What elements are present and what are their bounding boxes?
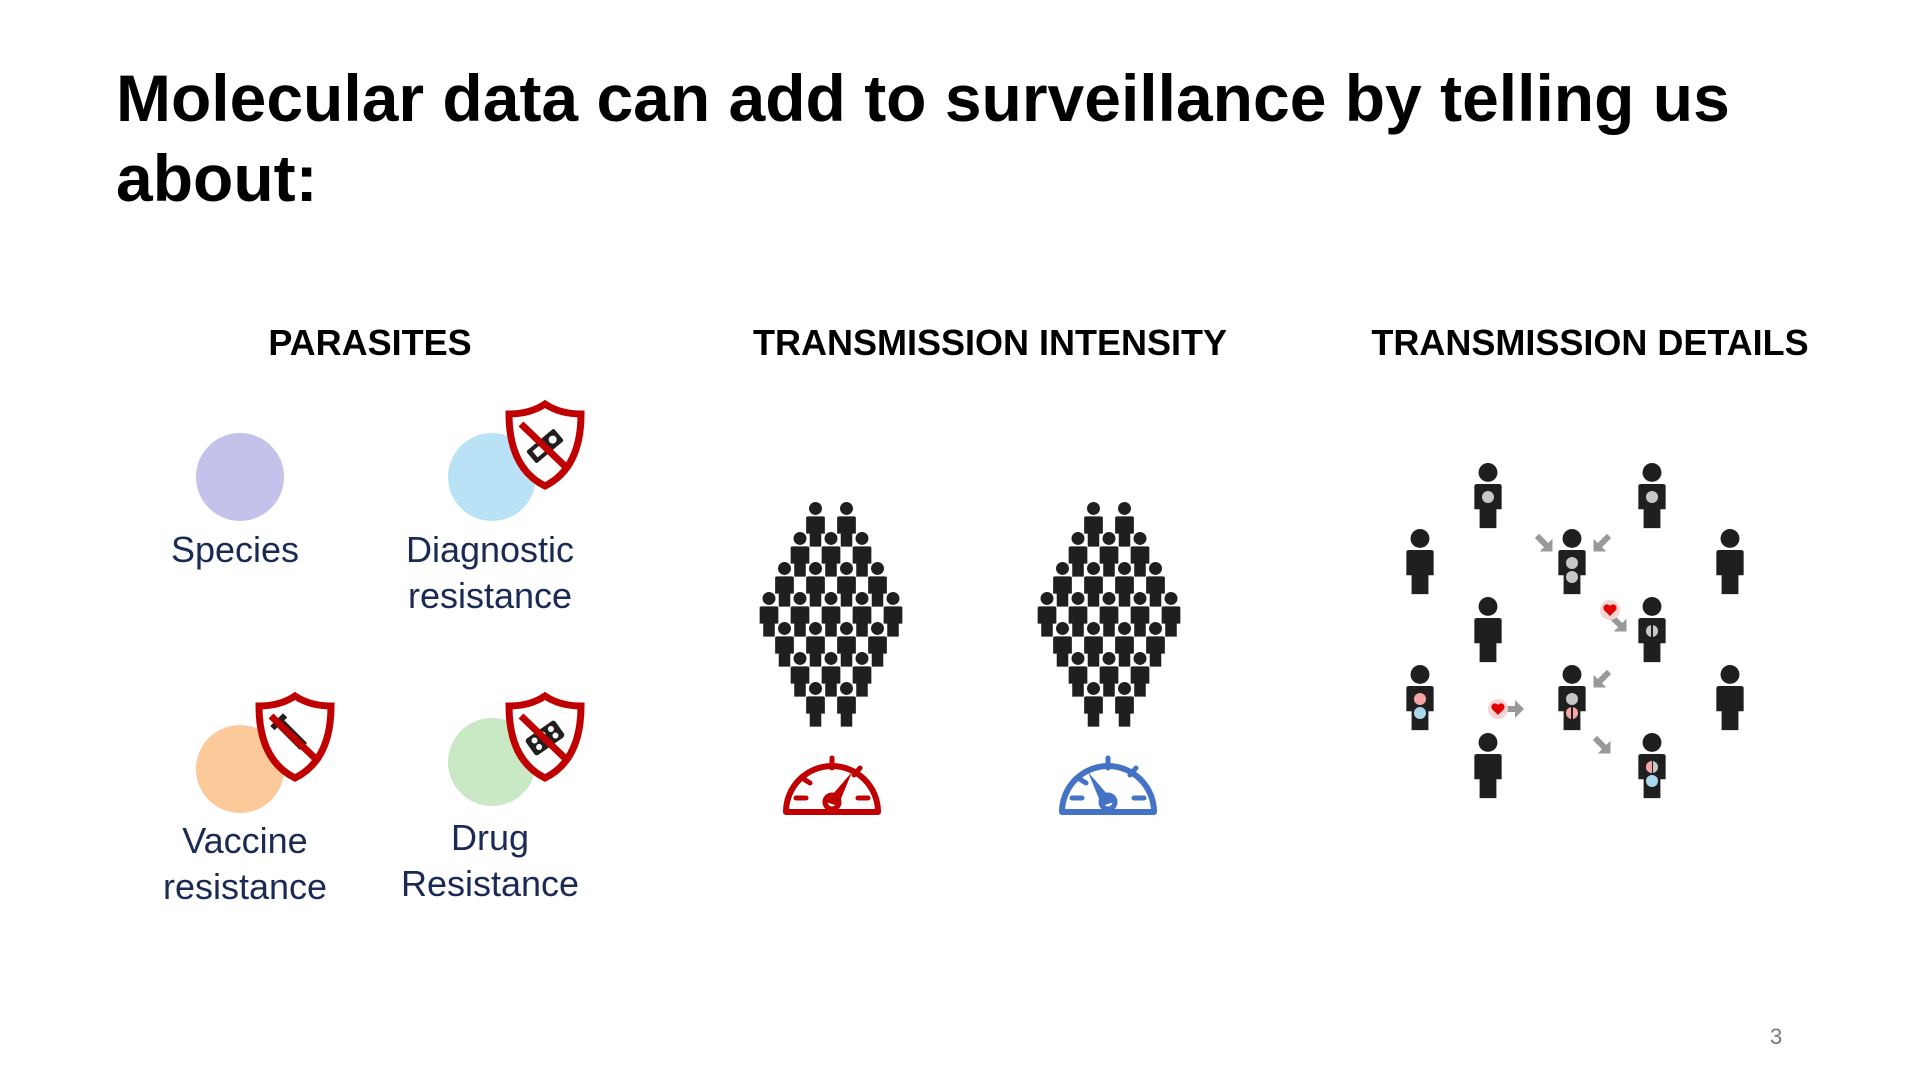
crowd-person-icon <box>837 562 856 607</box>
crowd-person-icon <box>1115 502 1134 547</box>
crowd-person-icon <box>852 652 872 697</box>
person-icon <box>1638 463 1666 529</box>
crowd-person-icon <box>821 652 841 697</box>
grey-dot <box>1566 571 1578 583</box>
grey-dot <box>1482 491 1494 503</box>
heart-icon <box>1600 600 1620 620</box>
crowd-person-icon <box>1084 622 1103 667</box>
crowd-person-icon <box>806 562 825 607</box>
crowd-person-icon <box>821 532 841 577</box>
crowd-low-icon <box>1037 502 1181 727</box>
crowd-person-icon <box>806 682 825 727</box>
crowd-person-icon <box>775 562 794 607</box>
syringe-prohibited-shield-icon <box>255 691 335 782</box>
crowd-person-icon <box>790 592 810 637</box>
crowd-person-icon <box>1037 592 1057 637</box>
drug-resistance-label: Drug Resistance <box>400 817 580 904</box>
arrow-icon <box>1502 700 1524 718</box>
page-number: 3 <box>1770 1024 1783 1049</box>
transmission-details-heading: TRANSMISSION DETAILS <box>1371 322 1809 363</box>
crowd-person-icon <box>1068 592 1088 637</box>
crowd-person-icon <box>1084 502 1103 547</box>
pill-pack-prohibited-shield-icon <box>505 691 585 782</box>
person-icon <box>1638 733 1666 799</box>
crowd-person-icon <box>759 592 779 637</box>
crowd-person-icon <box>1084 682 1103 727</box>
crowd-person-icon <box>1130 592 1150 637</box>
crowd-person-icon <box>883 592 903 637</box>
parasites-heading: PARASITES <box>268 322 472 363</box>
person-icon <box>1474 463 1502 529</box>
crowd-person-icon <box>1115 562 1134 607</box>
crowd-person-icon <box>1099 652 1119 697</box>
crowd-person-icon <box>1084 562 1103 607</box>
crowd-person-icon <box>837 682 856 727</box>
crowd-person-icon <box>1099 592 1119 637</box>
crowd-person-icon <box>790 652 810 697</box>
crowd-person-icon <box>775 622 794 667</box>
crowd-person-icon <box>837 622 856 667</box>
diagnostic-resistance-label: Diagnostic resistance <box>405 529 575 616</box>
person-icon <box>1716 665 1744 731</box>
crowd-person-icon <box>1146 562 1165 607</box>
vaccine-resistance-label: Vaccine resistance <box>162 820 328 907</box>
crowd-person-icon <box>1099 532 1119 577</box>
crowd-person-icon <box>1068 532 1088 577</box>
crowd-person-icon <box>852 592 872 637</box>
crowd-person-icon <box>1068 652 1088 697</box>
person-icon <box>1406 665 1434 731</box>
crowd-person-icon <box>1115 682 1134 727</box>
crowd-person-icon <box>1130 652 1150 697</box>
person-icon <box>1558 665 1586 731</box>
crowd-person-icon <box>821 592 841 637</box>
crowd-person-icon <box>1161 592 1181 637</box>
grey-dot <box>1646 491 1658 503</box>
crowd-person-icon <box>806 622 825 667</box>
arrow-icon <box>1534 533 1553 552</box>
crowd-person-icon <box>1115 622 1134 667</box>
slide-title: Molecular data can add to surveillance b… <box>116 61 1730 215</box>
person-icon <box>1406 529 1434 595</box>
crowd-person-icon <box>1053 562 1072 607</box>
crowd-person-icon <box>852 532 872 577</box>
transmission-intensity-heading: TRANSMISSION INTENSITY <box>752 322 1228 363</box>
crowd-person-icon <box>868 622 887 667</box>
gauge-low-icon <box>1059 755 1157 815</box>
person-icon <box>1474 597 1502 663</box>
person-icon <box>1638 597 1666 663</box>
crowd-person-icon <box>790 532 810 577</box>
person-icon <box>1474 733 1502 799</box>
crowd-person-icon <box>868 562 887 607</box>
arrow-icon <box>1593 533 1612 552</box>
crowd-person-icon <box>1053 622 1072 667</box>
arrow-icon <box>1593 669 1612 688</box>
diagnostic-test-prohibited-shield-icon <box>505 399 585 490</box>
species-circle <box>196 433 284 521</box>
grey-dot <box>1566 557 1578 569</box>
crowd-person-icon <box>1130 532 1150 577</box>
crowd-person-icon <box>837 502 856 547</box>
crowd-high-icon <box>759 502 903 727</box>
transmission-details-diagram <box>1406 463 1744 799</box>
person-icon <box>1716 529 1744 595</box>
arrow-icon <box>1592 735 1611 754</box>
crowd-person-icon <box>1146 622 1165 667</box>
crowd-person-icon <box>806 502 825 547</box>
gauge-high-icon <box>783 755 881 815</box>
person-icon <box>1558 529 1586 595</box>
species-label: Species <box>170 529 300 570</box>
heart-icon <box>1488 699 1508 719</box>
